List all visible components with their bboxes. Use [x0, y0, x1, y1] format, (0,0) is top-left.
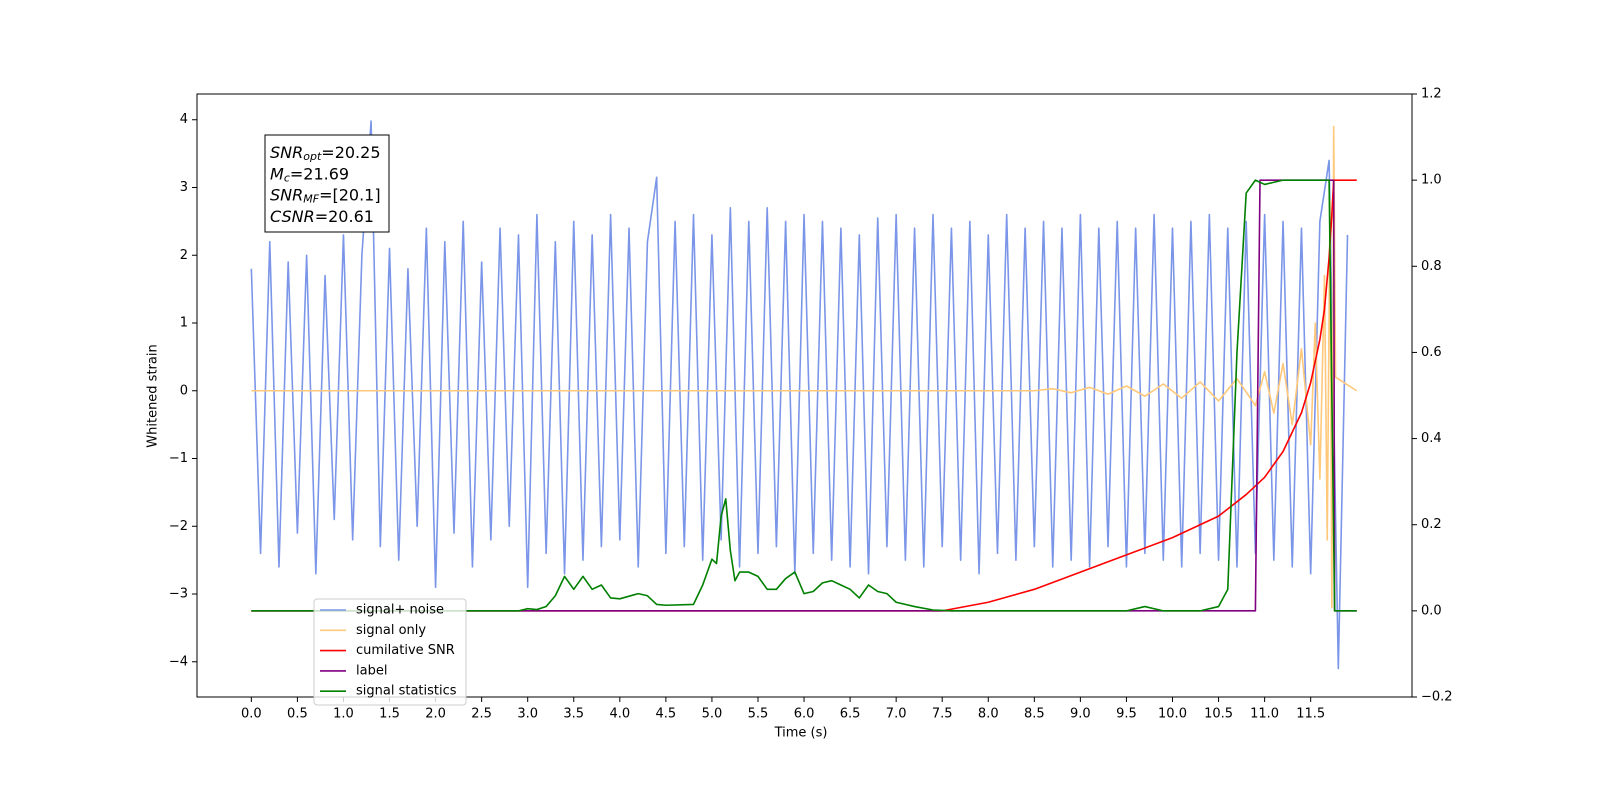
annotation-value: =21.69 [290, 164, 349, 183]
y-axis-label: Whitened strain [146, 344, 161, 447]
y-tick-label: 1 [180, 316, 188, 331]
x-tick-label: 5.5 [748, 707, 769, 722]
x-tick-label: 10.0 [1158, 707, 1187, 722]
series-line [250, 120, 1349, 670]
annotation-value: =20.61 [315, 206, 374, 225]
x-tick-label: 8.5 [1024, 707, 1045, 722]
annotation-subscript: MF [303, 193, 319, 206]
y2-tick-label: 0.6 [1421, 345, 1442, 360]
x-tick-label: 5.0 [702, 707, 723, 722]
annotation-line: SNRopt=20.25 [270, 143, 381, 164]
legend-label: cumilative SNR [356, 643, 455, 658]
x-tick-label: 7.0 [886, 707, 907, 722]
legend-label: label [356, 663, 387, 678]
y-tick-label: 4 [180, 112, 188, 127]
annotation-line: SNRMF=[20.1] [270, 185, 381, 206]
x-tick-label: 3.5 [563, 707, 584, 722]
y2-tick-label: 0.4 [1421, 431, 1442, 446]
y-tick-label: −2 [169, 519, 188, 534]
x-tick-label: 3.0 [517, 707, 538, 722]
y-tick-label: 3 [180, 180, 188, 195]
y-tick-label: 2 [180, 248, 188, 263]
x-tick-label: 10.5 [1204, 707, 1233, 722]
x-tick-label: 11.0 [1250, 707, 1279, 722]
legend-label: signal only [356, 623, 426, 638]
x-tick-label: 9.0 [1070, 707, 1091, 722]
y2-tick-label: 0.0 [1421, 603, 1442, 618]
annotation-symbol: M [270, 164, 284, 183]
annotation-subscript: c [284, 171, 290, 184]
y-tick-label: −1 [169, 451, 188, 466]
annotation: SNRopt=20.25Mc=21.69SNRMF=[20.1]CSNR=20.… [264, 134, 390, 233]
x-tick-label: 0.0 [241, 707, 262, 722]
series-line [251, 179, 1357, 612]
series-line [251, 179, 1357, 612]
legend-label: signal statistics [356, 684, 457, 699]
x-tick-label: 6.5 [840, 707, 861, 722]
x-tick-label: 7.5 [932, 707, 953, 722]
y-tick-label: 0 [180, 383, 188, 398]
legend: signal+ noise signal only cumilative SNR la… [313, 598, 467, 706]
x-axis-label: Time (s) [774, 726, 828, 741]
x-tick-label: 2.5 [471, 707, 492, 722]
x-tick-label: 1.0 [333, 707, 354, 722]
annotation-box [264, 134, 390, 233]
y2-tick-label: −0.2 [1421, 690, 1453, 705]
legend-label: signal+ noise [356, 603, 444, 618]
legend-box [313, 598, 467, 706]
series-line [251, 125, 1358, 609]
annotation-symbol: SNR [270, 143, 303, 162]
x-tick-label: 6.0 [794, 707, 815, 722]
annotation-symbol: SNR [270, 185, 303, 204]
x-tick-label: 2.0 [425, 707, 446, 722]
x-tick-label: 1.5 [379, 707, 400, 722]
annotation-line: Mc=21.69 [270, 164, 349, 185]
y-tick-label: −4 [169, 654, 188, 669]
annotation-subscript: opt [303, 150, 322, 163]
annotation-symbol: CSNR [270, 206, 315, 225]
x-tick-label: 9.5 [1116, 707, 1137, 722]
x-tick-label: 4.5 [656, 707, 677, 722]
annotation-value: =[20.1] [319, 185, 381, 204]
x-tick-label: 0.5 [287, 707, 308, 722]
x-tick-label: 11.5 [1296, 707, 1325, 722]
y2-tick-label: 1.2 [1421, 87, 1442, 102]
x-tick-label: 8.0 [978, 707, 999, 722]
y2-tick-label: 1.0 [1421, 173, 1442, 188]
y2-tick-label: 0.8 [1421, 259, 1442, 274]
x-tick-label: 4.0 [609, 707, 630, 722]
y2-tick-label: 0.2 [1421, 517, 1442, 532]
y-tick-label: −3 [169, 587, 188, 602]
annotation-line: CSNR=20.61 [270, 206, 374, 225]
axes-frame [196, 93, 1413, 698]
plot-area [250, 120, 1358, 670]
annotation-value: =20.25 [321, 143, 380, 162]
